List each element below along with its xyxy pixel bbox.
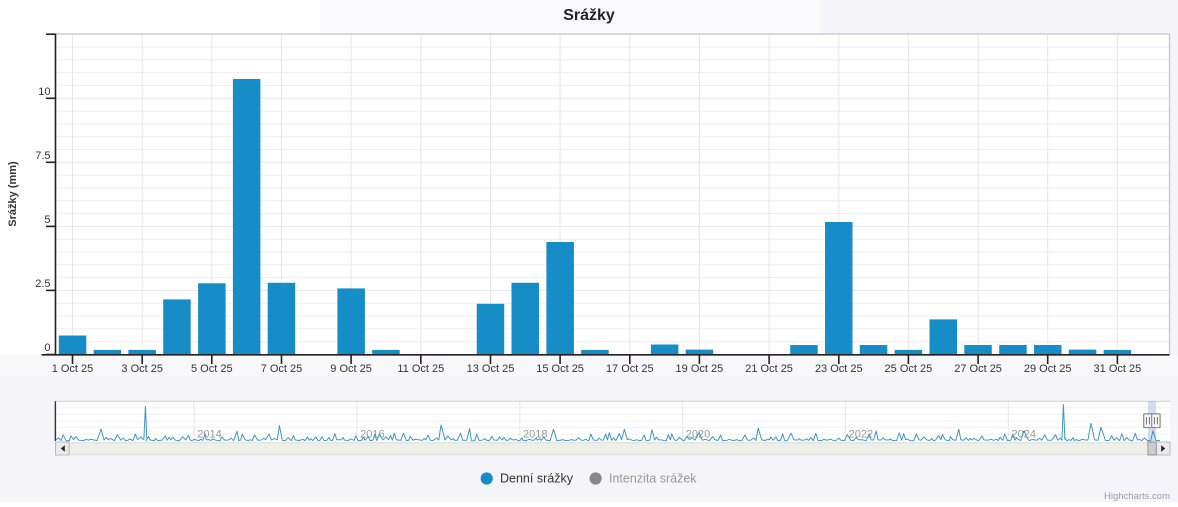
svg-text:31 Oct 25: 31 Oct 25 (1094, 363, 1142, 375)
svg-text:Denní srážky: Denní srážky (500, 472, 574, 486)
svg-text:17 Oct 25: 17 Oct 25 (606, 363, 654, 375)
svg-text:Srážky (mm): Srážky (mm) (7, 161, 19, 227)
svg-text:11 Oct 25: 11 Oct 25 (397, 363, 444, 375)
svg-text:2014: 2014 (197, 428, 221, 440)
svg-text:23 Oct 25: 23 Oct 25 (815, 363, 863, 375)
svg-text:5 Oct 25: 5 Oct 25 (191, 363, 233, 375)
svg-text:9 Oct 25: 9 Oct 25 (330, 363, 372, 375)
svg-text:Intenzita srážek: Intenzita srážek (609, 472, 697, 486)
svg-text:7 Oct 25: 7 Oct 25 (261, 363, 303, 375)
svg-text:29 Oct 25: 29 Oct 25 (1024, 363, 1072, 375)
svg-text:25 Oct 25: 25 Oct 25 (885, 363, 933, 375)
svg-text:7.5: 7.5 (35, 150, 50, 162)
svg-text:5: 5 (44, 214, 50, 226)
svg-text:21 Oct 25: 21 Oct 25 (745, 363, 793, 375)
svg-text:2024: 2024 (1012, 428, 1036, 440)
svg-text:Highcharts.com: Highcharts.com (1104, 491, 1170, 502)
svg-text:15 Oct 25: 15 Oct 25 (536, 363, 584, 375)
svg-text:27 Oct 25: 27 Oct 25 (954, 363, 1002, 375)
svg-text:Srážky: Srážky (563, 7, 615, 24)
svg-text:10: 10 (38, 86, 50, 98)
svg-text:1 Oct 25: 1 Oct 25 (52, 363, 94, 375)
svg-text:3 Oct 25: 3 Oct 25 (121, 363, 163, 375)
svg-text:2.5: 2.5 (35, 278, 50, 290)
svg-text:19 Oct 25: 19 Oct 25 (676, 363, 724, 375)
svg-text:0: 0 (44, 342, 50, 354)
svg-text:13 Oct 25: 13 Oct 25 (467, 363, 515, 375)
